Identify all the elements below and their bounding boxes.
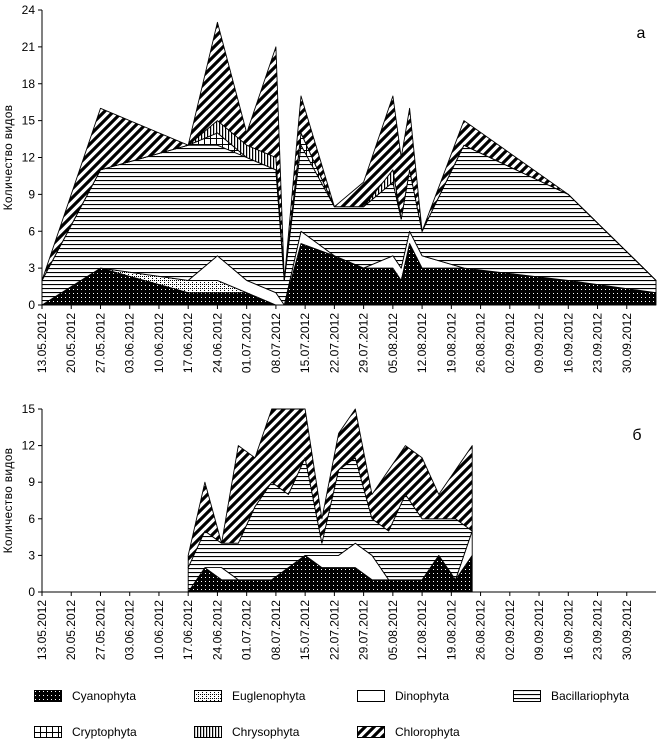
y-tick-label: 0 xyxy=(28,585,35,599)
area-layers xyxy=(41,21,657,306)
y-tick-label: 3 xyxy=(28,261,35,275)
x-tick-label: 23.09.2012 xyxy=(591,600,605,660)
y-tick-label: 24 xyxy=(22,3,36,17)
x-tick-label: 01.07.2012 xyxy=(240,313,254,373)
x-tick-label: 27.05.2012 xyxy=(93,600,107,660)
x-tick-label: 27.05.2012 xyxy=(93,313,107,373)
y-tick-label: 15 xyxy=(22,114,36,128)
legend: Cyanophyta Euglenophyta Dinophyta Bacill… xyxy=(0,676,663,745)
x-tick-label: 03.06.2012 xyxy=(123,313,137,373)
y-tick-label: 9 xyxy=(28,475,35,489)
x-tick-label: 16.09.2012 xyxy=(561,600,575,660)
x-tick-label: 01.07.2012 xyxy=(240,600,254,660)
legend-label: Chlorophyta xyxy=(395,725,460,739)
x-tick-label: 30.09.2012 xyxy=(620,600,634,660)
chart-panel-a: 0 3 6 9 12 15 18 21 24 13.05.2012 20.05.2012 27.05.… xyxy=(1,3,657,373)
legend-label: Cryptophyta xyxy=(72,725,137,739)
x-tick-label: 13.05.2012 xyxy=(35,600,49,660)
x-tick-label: 29.07.2012 xyxy=(357,600,371,660)
x-tick-label: 05.08.2012 xyxy=(386,600,400,660)
x-tick-label: 24.06.2012 xyxy=(210,600,224,660)
legend-item-bacillariophyta: Bacillariophyta xyxy=(513,688,629,704)
y-tick-label: 6 xyxy=(28,224,35,238)
y-tick-label: 6 xyxy=(28,512,35,526)
legend-label: Euglenophyta xyxy=(232,689,306,703)
x-tick-label: 24.06.2012 xyxy=(210,313,224,373)
legend-swatch-euglenophyta xyxy=(194,690,222,702)
chart-canvas: 0 3 6 9 12 15 18 21 24 13.05.2012 20.05.2012 27.05.… xyxy=(1,3,657,660)
legend-swatch-cryptophyta xyxy=(34,726,62,738)
x-tick-label: 23.09.2012 xyxy=(591,313,605,373)
legend-swatch-cyanophyta xyxy=(34,690,62,702)
x-tick-label: 26.08.2012 xyxy=(474,600,488,660)
x-tick-label: 08.07.2012 xyxy=(269,600,283,660)
legend-swatch-chlorophyta xyxy=(357,726,385,738)
x-tick-label: 10.06.2012 xyxy=(152,600,166,660)
legend-item-cryptophyta: Cryptophyta xyxy=(34,724,137,740)
x-tick-label: 15.07.2012 xyxy=(298,313,312,373)
y-tick-label: 15 xyxy=(22,402,36,416)
x-tick-label: 05.08.2012 xyxy=(386,313,400,373)
chart-panel-b: 0 3 6 9 12 15 13.05.2012 20.05.2012 27.05.2012 03… xyxy=(1,402,656,660)
legend-label: Chrysophyta xyxy=(232,725,300,739)
x-tick-label: 08.07.2012 xyxy=(269,313,283,373)
legend-swatch-bacillariophyta xyxy=(513,690,541,702)
legend-label: Bacillariophyta xyxy=(551,689,630,703)
y-tick-label: 12 xyxy=(22,151,36,165)
y-tick-label: 9 xyxy=(28,187,35,201)
x-tick-label: 03.06.2012 xyxy=(123,600,137,660)
x-tick-label: 19.08.2012 xyxy=(444,600,458,660)
y-tick-label: 18 xyxy=(22,77,36,91)
x-tick-label: 02.09.2012 xyxy=(503,600,517,660)
x-tick-label: 20.05.2012 xyxy=(64,313,78,373)
panel-label: а xyxy=(637,25,646,42)
x-tick-label: 30.09.2012 xyxy=(620,313,634,373)
legend-label: Dinophyta xyxy=(395,689,450,703)
legend-item-chlorophyta: Chlorophyta xyxy=(357,724,460,740)
x-tick-label: 22.07.2012 xyxy=(327,600,341,660)
legend-item-chrysophyta: Chrysophyta xyxy=(194,724,299,740)
x-tick-label: 09.09.2012 xyxy=(532,600,546,660)
legend-swatch-chrysophyta xyxy=(194,726,222,738)
x-tick-label: 12.08.2012 xyxy=(415,600,429,660)
x-tick-label: 17.06.2012 xyxy=(181,313,195,373)
area-chlorophyta xyxy=(187,408,473,569)
x-tick-label: 19.08.2012 xyxy=(444,313,458,373)
legend-swatch-dinophyta xyxy=(357,690,385,702)
x-tick-label: 13.05.2012 xyxy=(35,313,49,373)
y-tick-label: 12 xyxy=(22,439,36,453)
area-layers xyxy=(187,408,473,593)
x-tick-label: 09.09.2012 xyxy=(532,313,546,373)
x-tick-label: 29.07.2012 xyxy=(357,313,371,373)
area-chlorophyta xyxy=(41,21,657,281)
legend-item-dinophyta: Dinophyta xyxy=(357,688,449,704)
y-tick-label: 21 xyxy=(22,40,36,54)
y-axis-title: Количество видов xyxy=(1,105,15,211)
x-tick-label: 16.09.2012 xyxy=(561,313,575,373)
x-tick-label: 26.08.2012 xyxy=(474,313,488,373)
axes: 0 3 6 9 12 15 18 21 24 13.05.2012 20.05.2012 27.05.… xyxy=(22,3,656,373)
x-tick-label: 20.05.2012 xyxy=(64,600,78,660)
x-tick-label: 02.09.2012 xyxy=(503,313,517,373)
x-tick-label: 12.08.2012 xyxy=(415,313,429,373)
y-tick-label: 0 xyxy=(28,298,35,312)
legend-label: Cyanophyta xyxy=(72,689,137,703)
x-tick-label: 17.06.2012 xyxy=(181,600,195,660)
axes: 0 3 6 9 12 15 13.05.2012 20.05.2012 27.05.2012 03… xyxy=(22,402,656,660)
y-tick-label: 3 xyxy=(28,548,35,562)
x-tick-label: 22.07.2012 xyxy=(327,313,341,373)
x-tick-label: 15.07.2012 xyxy=(298,600,312,660)
panel-label: б xyxy=(632,427,641,444)
y-axis-title: Количество видов xyxy=(1,448,15,554)
legend-item-cyanophyta: Cyanophyta xyxy=(34,688,136,704)
legend-item-euglenophyta: Euglenophyta xyxy=(194,688,305,704)
x-tick-label: 10.06.2012 xyxy=(152,313,166,373)
